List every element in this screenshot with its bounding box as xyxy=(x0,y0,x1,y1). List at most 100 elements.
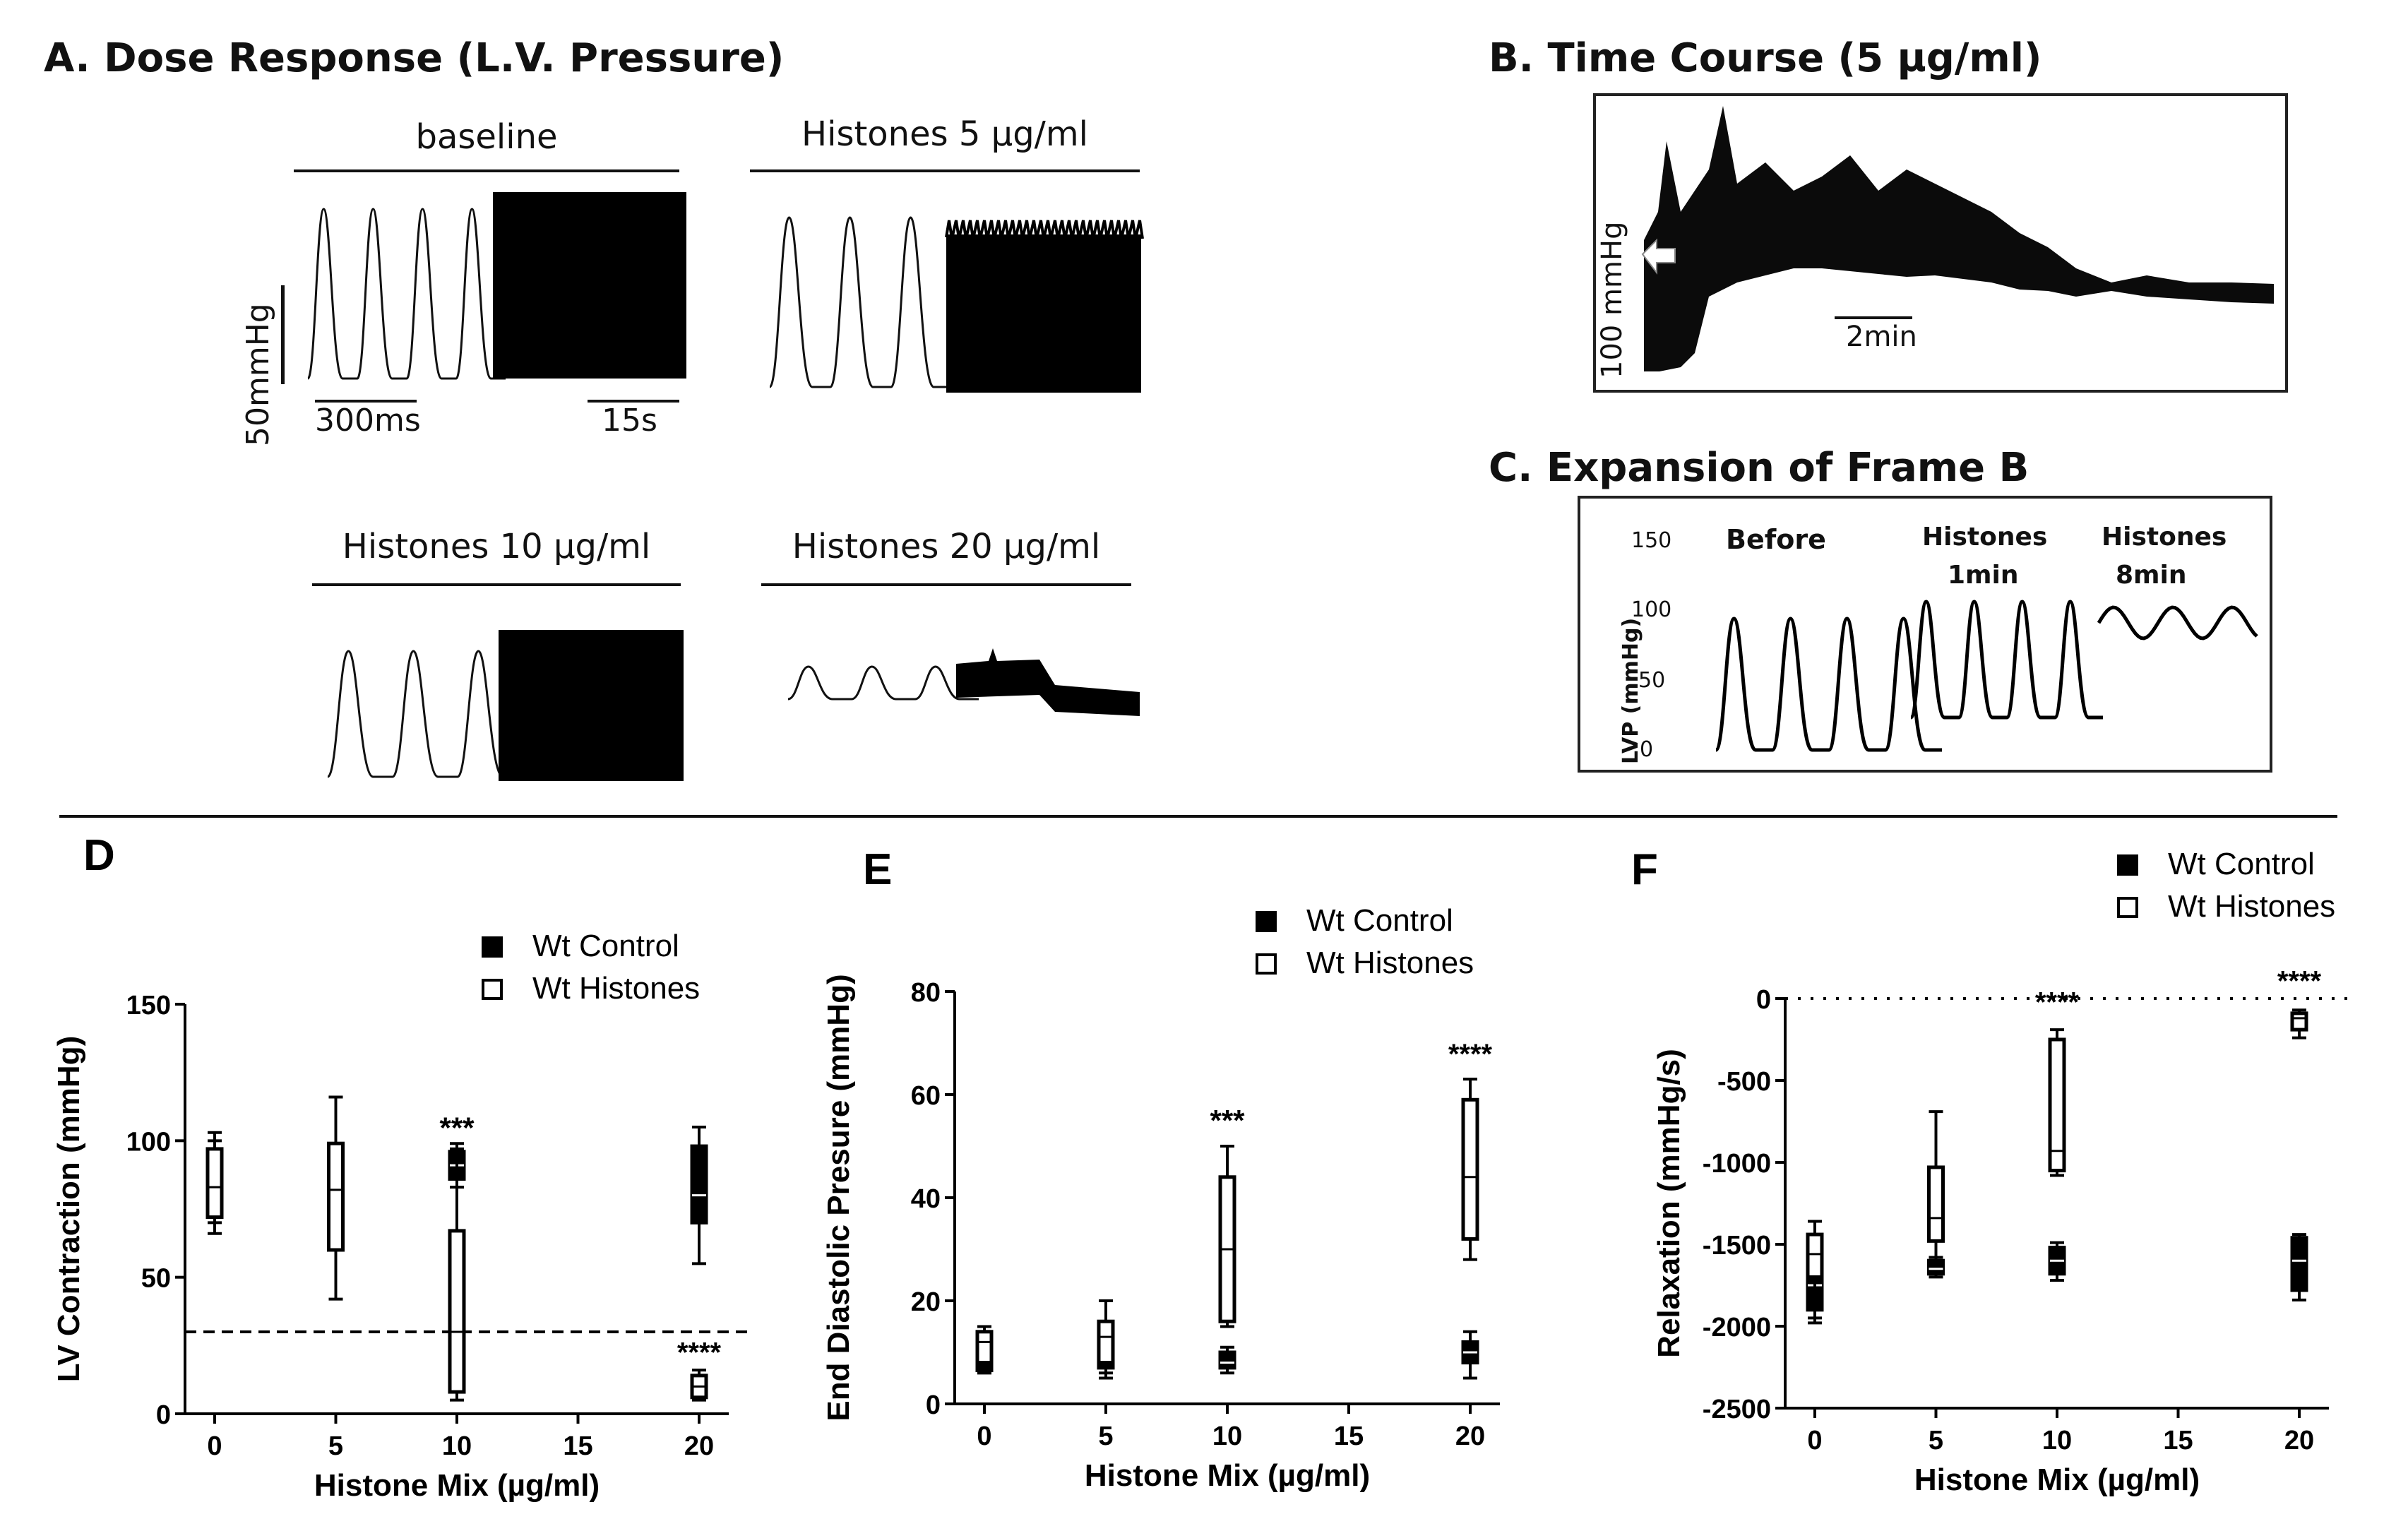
histones-20-label: Histones 20 µg/ml xyxy=(792,527,1101,566)
y-axis-label: End Diastolic Presure (mmHg) xyxy=(821,974,856,1421)
box-histones-x0 xyxy=(205,1131,224,1235)
legend-label: Wt Histones xyxy=(1306,946,1474,980)
y-tick-label: 150 xyxy=(126,991,171,1020)
x-tick-label: 5 xyxy=(1929,1426,1943,1455)
box-control-x20 xyxy=(690,1126,708,1265)
histones-5-spikes xyxy=(945,220,1144,239)
y-tick-label: 0 xyxy=(1756,985,1771,1015)
box-histones-x5 xyxy=(1097,1299,1115,1380)
x-tick-label: 0 xyxy=(1807,1426,1822,1455)
label-histones-1: Histones xyxy=(1922,523,2048,552)
panel-c-title: C. Expansion of Frame B xyxy=(1489,445,2029,491)
x-tick-label: 10 xyxy=(1212,1422,1242,1451)
significance-label: **** xyxy=(2035,987,2080,1018)
box-body xyxy=(1806,1232,1824,1279)
lvp-ytick-50: 50 xyxy=(1638,668,1666,693)
legend-label: Wt Control xyxy=(1306,903,1453,938)
box-body xyxy=(327,1141,345,1252)
x-tick-label: 20 xyxy=(2284,1426,2314,1455)
panel-b-title: B. Time Course (5 µg/ml) xyxy=(1489,35,2042,81)
scale-bar-vertical xyxy=(281,285,285,384)
legend-label: Wt Histones xyxy=(532,971,700,1006)
box-control-x10 xyxy=(1218,1345,1236,1375)
label-histones-8: Histones xyxy=(2102,523,2227,552)
time-course-trace xyxy=(1644,106,2274,371)
histones-5-compressed-trace xyxy=(946,234,1141,393)
box-histones-x20 xyxy=(690,1369,708,1402)
box-body xyxy=(1927,1165,1945,1243)
lvp-ytick-150: 150 xyxy=(1631,528,1672,553)
baseline-label: baseline xyxy=(415,117,558,157)
x-tick-label: 10 xyxy=(442,1431,472,1461)
baseline-bar xyxy=(294,169,679,172)
box-histones-x10 xyxy=(448,1147,466,1402)
legend-swatch-histones xyxy=(482,979,503,1000)
y-axis-label: Relaxation (mmHg/s) xyxy=(1652,1049,1686,1358)
legend-swatch-control xyxy=(482,936,503,958)
section-divider xyxy=(59,815,2337,818)
box-control-x20 xyxy=(2290,1233,2308,1301)
pressure-traces xyxy=(306,106,2274,781)
y-tick-label: -500 xyxy=(1717,1067,1771,1097)
arrow-icon xyxy=(1641,238,1676,275)
legend-label: Wt Histones xyxy=(2168,889,2335,924)
x-axis-label: Histone Mix (µg/ml) xyxy=(1085,1458,1370,1493)
legend-swatch-histones xyxy=(2117,897,2138,918)
trace-histones-8min xyxy=(2097,605,2258,641)
box-body xyxy=(690,1144,708,1225)
box-histones-x0 xyxy=(975,1325,994,1375)
legend-swatch-control xyxy=(1256,911,1277,932)
significance-label: **** xyxy=(1448,1039,1493,1070)
chart-D: D 0 50 100 150 0 5 10 15 20 Histone Mix (µg/ml) LV … xyxy=(52,831,750,1503)
panel-letter-E: E xyxy=(863,845,892,894)
box-histones-x0 xyxy=(1806,1220,1824,1320)
trace-histones-1min xyxy=(1909,600,2103,720)
box-control-x10 xyxy=(2048,1241,2066,1282)
y-tick-label: -2500 xyxy=(1703,1395,1771,1424)
scale-bar-2min xyxy=(1835,316,1912,319)
box-body xyxy=(1097,1319,1115,1365)
box-histones-x20 xyxy=(1461,1078,1479,1261)
box-histones-x5 xyxy=(327,1095,345,1301)
y-tick-label: 50 xyxy=(141,1264,171,1294)
histones-10-beats xyxy=(326,650,523,778)
legend-swatch-control xyxy=(2117,854,2138,876)
histones-10-bar xyxy=(312,583,681,586)
scale-bar-300ms xyxy=(315,400,417,403)
x-axis-label: Histone Mix (µg/ml) xyxy=(1914,1463,2200,1497)
chart-E: E 0 20 40 60 80 0 5 10 15 20 Histone Mix (µg/ml) End… xyxy=(821,845,1500,1493)
y-tick-label: -1000 xyxy=(1703,1149,1771,1179)
box-body xyxy=(1218,1350,1236,1370)
histones-10-label: Histones 10 µg/ml xyxy=(342,527,651,566)
x-tick-label: 15 xyxy=(563,1431,592,1461)
panel-letter-D: D xyxy=(83,831,115,880)
scale-bar-15s xyxy=(588,400,679,403)
chart-F: F 0 -500 -1000 -1500 -2000 -2500 0 5 10 15 20 Histon… xyxy=(1631,845,2350,1497)
y-tick-label: 20 xyxy=(911,1287,941,1317)
box-control-x20 xyxy=(1461,1330,1479,1380)
x-tick-label: 5 xyxy=(1098,1422,1113,1451)
baseline-beats xyxy=(306,208,506,380)
legend-label: Wt Control xyxy=(2168,847,2315,881)
box-body xyxy=(1461,1097,1479,1241)
panel-a-title: A. Dose Response (L.V. Pressure) xyxy=(44,35,785,81)
significance-label: **** xyxy=(677,1338,722,1369)
box-histones-x10 xyxy=(1218,1145,1236,1328)
y-tick-label: -1500 xyxy=(1703,1231,1771,1261)
baseline-compressed-trace xyxy=(493,192,686,379)
legend-swatch-histones xyxy=(1256,953,1277,975)
y-tick-label: -2000 xyxy=(1703,1313,1771,1342)
histones-20-compressed-trace xyxy=(956,648,1140,716)
histones-20-bar xyxy=(761,583,1131,586)
histones-5-beats xyxy=(768,216,952,388)
box-histones-x5 xyxy=(1927,1110,1945,1263)
x-tick-label: 5 xyxy=(328,1431,343,1461)
legend-label: Wt Control xyxy=(532,929,679,963)
box-histones-x10 xyxy=(2048,1028,2066,1177)
y-tick-label: 0 xyxy=(926,1390,941,1420)
x-tick-label: 15 xyxy=(1334,1422,1364,1451)
expansion-frame xyxy=(1578,496,2272,773)
box-body xyxy=(2048,1037,2066,1173)
y-tick-label: 100 xyxy=(126,1127,171,1157)
